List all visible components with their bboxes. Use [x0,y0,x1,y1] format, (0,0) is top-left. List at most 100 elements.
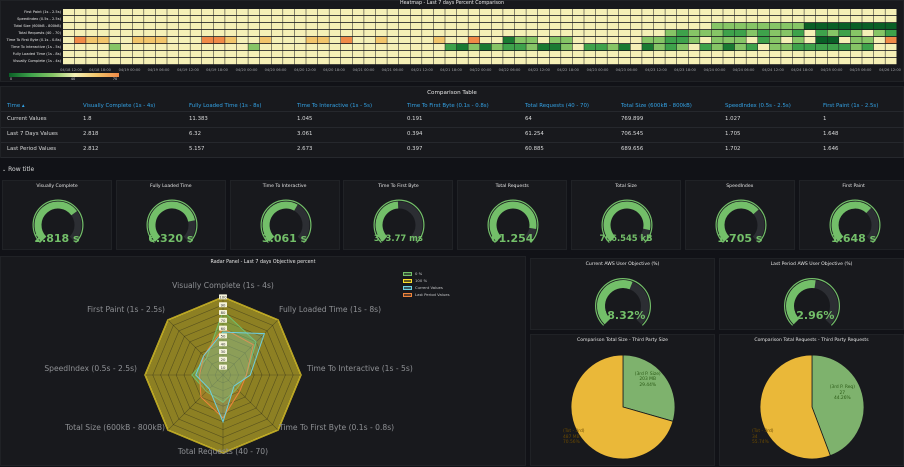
heatmap-title: Heatmap - Last 7 days Percent Comparison [399,1,505,6]
heatmap-cell [144,58,156,65]
column-header[interactable]: Visually Complete (1s - 4s) [83,103,156,109]
column-header[interactable]: Total Requests (40 - 70) [525,103,590,109]
radar-panel: Radar Panel - Last 7 days Objective perc… [0,256,526,466]
heatmap-cell [317,23,329,30]
heatmap-cell [120,23,132,30]
column-header[interactable]: Time To First Byte (0.1s - 0.8s) [407,103,489,109]
heatmap-cell [537,30,549,37]
heatmap-cell [259,23,271,30]
pie-label-label-pct: 29.44% [639,382,657,388]
heatmap-cell [375,37,387,44]
heatmap-cell [317,16,329,23]
heatmap-cell [445,51,457,58]
heatmap-time-tick: 04/24 18:00 [791,68,813,72]
heatmap-cell [653,30,665,37]
heatmap-cell [352,44,364,51]
heatmap-cell [410,37,422,44]
objective-gauge-value: 58.32% [599,309,646,322]
heatmap-cell [202,51,214,58]
heatmap-cell [526,30,538,37]
heatmap-cell [595,58,607,65]
heatmap-cell [225,51,237,58]
legend-item[interactable]: Current Values [403,285,443,290]
heatmap-cell [514,58,526,65]
column-header-time[interactable]: Time ▴ [7,103,25,109]
heatmap-cell [387,44,399,51]
heatmap-cell [561,44,573,51]
radar-grid-ring [191,343,255,407]
gauge-value: 1.705 s [717,232,763,245]
heatmap-cell [178,58,190,65]
heatmap-cell [167,58,179,65]
heatmap-time-tick: 04/19 06:00 [147,68,170,72]
heatmap-cell [561,37,573,44]
heatmap-cell [109,37,121,44]
radar-spoke [222,374,279,431]
pie-label-value: 487 MB [563,434,580,440]
heatmap-cell [584,30,596,37]
column-header[interactable]: First Paint (1s - 2.5s) [823,103,879,109]
heatmap-cell [491,51,503,58]
heatmap-cell [271,30,283,37]
heatmap-cell [213,51,225,58]
heatmap-cell [86,51,98,58]
heatmap-cell [549,37,561,44]
heatmap-cell [839,37,851,44]
heatmap-cell [259,37,271,44]
gauge-panel: Time To First Byte 393.77 ms [343,180,454,250]
heatmap-cell [630,37,642,44]
heatmap-cell [364,58,376,65]
row-title[interactable]: ⌄ Row title [2,166,34,173]
heatmap-cell [387,9,399,16]
heatmap-cell [271,51,283,58]
heatmap-cell [132,9,144,16]
heatmap-cell [758,9,770,16]
table-cell: Current Values [7,116,47,122]
heatmap-cell [503,58,515,65]
heatmap-cell [503,30,515,37]
heatmap-cell [433,44,445,51]
heatmap-cell [665,37,677,44]
column-header[interactable]: Fully Loaded Time (1s - 8s) [189,103,262,109]
column-header[interactable]: Time To Interactive (1s - 5s) [297,103,373,109]
heatmap-cell [306,44,318,51]
heatmap-cell [862,9,874,16]
legend-item[interactable]: 0 % [403,271,422,276]
heatmap-row-label: Total Size (600kB - 800kB) [13,24,61,28]
heatmap-cell [86,37,98,44]
heatmap-cell [607,16,619,23]
heatmap-time-tick: 04/22 12:00 [528,68,550,72]
radar-spoke [167,374,224,431]
legend-item[interactable]: 100 % [403,278,427,283]
pie-slice-label: (Tot - 3rd) 34 55.74% [752,429,773,446]
heatmap-cell [619,58,631,65]
heatmap-row-label: Time To Interactive (1s - 5s) [10,45,61,49]
heatmap-cell [850,44,862,51]
gauge-panel: Time To Interactive 3.061 s [229,180,340,250]
heatmap-cell [144,44,156,51]
column-header[interactable]: Total Size (600kB - 800kB) [621,103,692,109]
heatmap-cell [167,16,179,23]
heatmap-cell [74,51,86,58]
heatmap-cell [155,9,167,16]
heatmap-cell [572,58,584,65]
column-header[interactable]: SpeedIndex (0.5s - 2.5s) [725,103,791,109]
legend-item[interactable]: Last Period Values [403,292,450,297]
gauge-threshold [260,199,312,244]
gauge-threshold [146,199,198,244]
heatmap-cell [572,9,584,16]
heatmap-cell [769,44,781,51]
heatmap-cell [781,16,793,23]
heatmap-cell [294,23,306,30]
heatmap-cell [132,44,144,51]
heatmap-cell [526,23,538,30]
radar-scale-tick: 40 [221,341,226,346]
heatmap-cell [688,16,700,23]
heatmap-time-tick: 04/25 06:00 [849,68,872,72]
comparison-table-panel: Comparison Table Time ▴ Visually Complete… [0,86,904,158]
heatmap-cell [63,51,75,58]
heatmap-cell [294,37,306,44]
heatmap-cell [815,30,827,37]
heatmap-cell [63,9,75,16]
heatmap-cell [827,16,839,23]
